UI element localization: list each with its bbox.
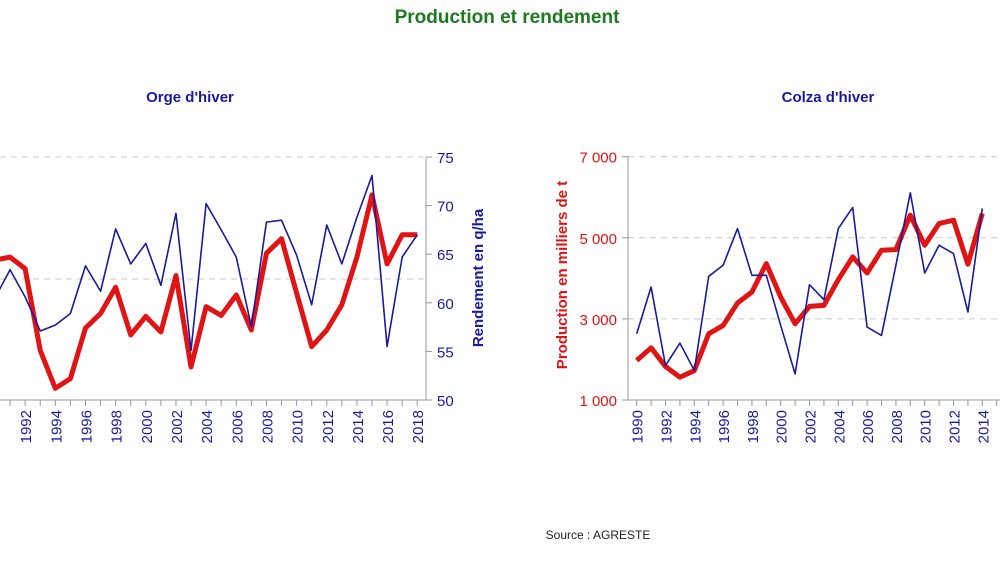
x-tick-label: 1990 <box>630 410 647 443</box>
y-axis-label-rendement: Rendement en q/ha <box>470 208 487 347</box>
x-tick-label: 1996 <box>716 410 733 443</box>
series-rendement-line <box>635 191 984 375</box>
x-tick-label: 2016 <box>380 410 397 443</box>
x-tick-label: 1996 <box>78 410 95 443</box>
source-note: Source : AGRESTE <box>546 528 651 542</box>
x-tick-label: 1994 <box>48 410 65 443</box>
y-axis-label-production: Production en milliers de t <box>554 181 571 369</box>
chart-orge: 50 55 60 65 70 75 1992 1994 1996 1998 2000 2002 2004… <box>0 150 454 443</box>
y-tick-label: 75 <box>437 150 454 167</box>
x-tick-label: 1992 <box>18 410 35 443</box>
chart-colza: 1 000 3 000 5 000 7 000 1990 1992 1994 1996 1998… <box>579 150 1000 443</box>
y-tick-label: 7 000 <box>579 150 617 167</box>
x-tick-label: 2010 <box>918 410 935 443</box>
x-tick-label: 2002 <box>169 410 186 443</box>
x-tick-label: 2014 <box>350 410 367 443</box>
x-tick-label: 2004 <box>199 410 216 443</box>
x-tick-label: 2000 <box>139 410 156 443</box>
x-tick-label: 2012 <box>320 410 337 443</box>
x-tick-label: 2006 <box>860 410 877 443</box>
x-tick-label: 1998 <box>109 410 126 443</box>
y-tick-label: 1 000 <box>579 393 617 410</box>
series-rendement-line <box>0 174 418 352</box>
x-tick-label: 2010 <box>290 410 307 443</box>
x-tick-label: 2000 <box>774 410 791 443</box>
x-tick-label: 1992 <box>659 410 676 443</box>
chart-title-orge: Orge d'hiver <box>146 89 234 106</box>
y-tick-label: 70 <box>437 199 454 216</box>
chart-title-colza: Colza d'hiver <box>782 89 875 106</box>
y-tick-label: 60 <box>437 296 454 313</box>
x-tick-label: 2004 <box>831 410 848 443</box>
y-tick-label: 5 000 <box>579 231 617 248</box>
main-title: Production et rendement <box>395 7 621 28</box>
y-tick-label: 50 <box>437 393 454 410</box>
x-tick-label: 2008 <box>259 410 276 443</box>
series-production-line <box>0 192 418 391</box>
y-tick-label: 55 <box>437 344 454 361</box>
x-tick-label: 2002 <box>803 410 820 443</box>
y-tick-label: 65 <box>437 247 454 264</box>
x-tick-label: 2018 <box>410 410 427 443</box>
y-tick-label: 3 000 <box>579 312 617 329</box>
x-tick-label: 1998 <box>745 410 762 443</box>
x-tick-label: 1994 <box>687 410 704 443</box>
x-tick-label: 2008 <box>889 410 906 443</box>
x-tick-label: 2006 <box>229 410 246 443</box>
x-tick-label: 2012 <box>947 410 964 443</box>
x-tick-label: 2014 <box>975 410 992 443</box>
